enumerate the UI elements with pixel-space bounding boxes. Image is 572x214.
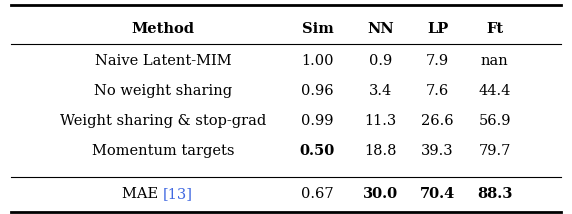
- Text: Weight sharing & stop-grad: Weight sharing & stop-grad: [60, 114, 266, 128]
- Text: 0.9: 0.9: [369, 54, 392, 68]
- Text: 0.96: 0.96: [301, 84, 334, 98]
- Text: Ft: Ft: [486, 22, 503, 36]
- Text: 39.3: 39.3: [421, 144, 454, 158]
- Text: MAE: MAE: [122, 187, 163, 201]
- Text: 18.8: 18.8: [364, 144, 396, 158]
- Text: 7.9: 7.9: [426, 54, 449, 68]
- Text: [13]: [13]: [163, 187, 193, 201]
- Text: 11.3: 11.3: [364, 114, 396, 128]
- Text: 88.3: 88.3: [477, 187, 513, 201]
- Text: 44.4: 44.4: [479, 84, 511, 98]
- Text: 1.00: 1.00: [301, 54, 333, 68]
- Text: 0.50: 0.50: [300, 144, 335, 158]
- Text: nan: nan: [481, 54, 509, 68]
- Text: 7.6: 7.6: [426, 84, 449, 98]
- Text: No weight sharing: No weight sharing: [94, 84, 232, 98]
- Text: 30.0: 30.0: [363, 187, 398, 201]
- Text: 56.9: 56.9: [479, 114, 511, 128]
- Text: 0.67: 0.67: [301, 187, 334, 201]
- Text: Method: Method: [132, 22, 194, 36]
- Text: Momentum targets: Momentum targets: [92, 144, 235, 158]
- Text: 3.4: 3.4: [369, 84, 392, 98]
- Text: Sim: Sim: [301, 22, 333, 36]
- Text: 26.6: 26.6: [421, 114, 454, 128]
- Text: LP: LP: [427, 22, 448, 36]
- Text: 0.99: 0.99: [301, 114, 333, 128]
- Text: 79.7: 79.7: [479, 144, 511, 158]
- Text: Naive Latent-MIM: Naive Latent-MIM: [95, 54, 231, 68]
- Text: NN: NN: [367, 22, 394, 36]
- Text: 70.4: 70.4: [420, 187, 455, 201]
